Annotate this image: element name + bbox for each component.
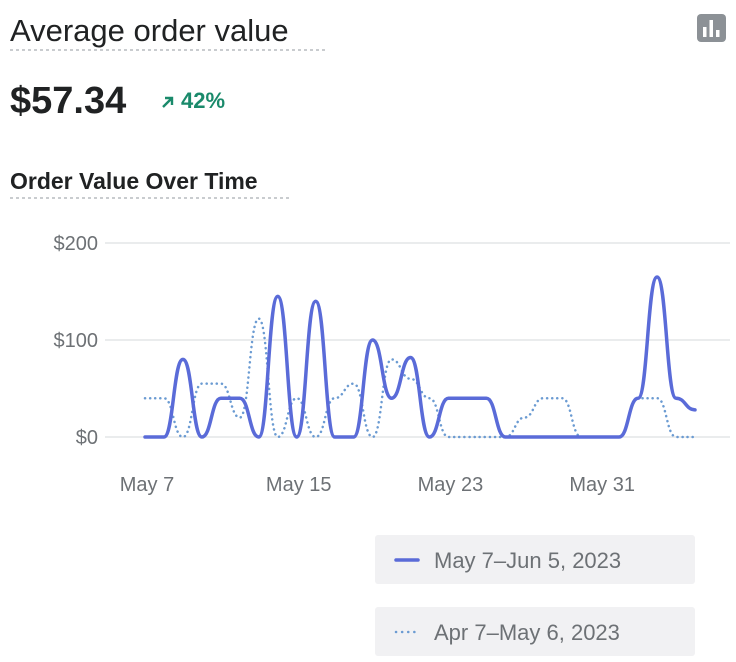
legend-box: [375, 535, 695, 584]
x-tick-label: May 31: [569, 474, 635, 496]
x-tick-label: May 23: [418, 474, 484, 496]
series-line: [143, 275, 697, 439]
card-title: Average order value: [10, 13, 289, 48]
y-tick-label: $200: [54, 233, 99, 255]
legend-label: Apr 7–May 6, 2023: [434, 620, 620, 645]
chart-title: Order Value Over Time: [10, 168, 258, 194]
legend-box: [375, 607, 695, 656]
x-tick-label: May 7: [120, 474, 174, 496]
legend-label: May 7–Jun 5, 2023: [434, 548, 621, 573]
y-tick-label: $100: [54, 330, 99, 352]
metric-change: 42%: [181, 88, 225, 113]
x-tick-label: May 15: [266, 474, 332, 496]
y-tick-label: $0: [76, 427, 98, 449]
trend-arrow: [162, 96, 174, 108]
series-line: [143, 317, 697, 439]
chart-icon[interactable]: [697, 14, 726, 42]
metric-value: $57.34: [10, 80, 126, 122]
